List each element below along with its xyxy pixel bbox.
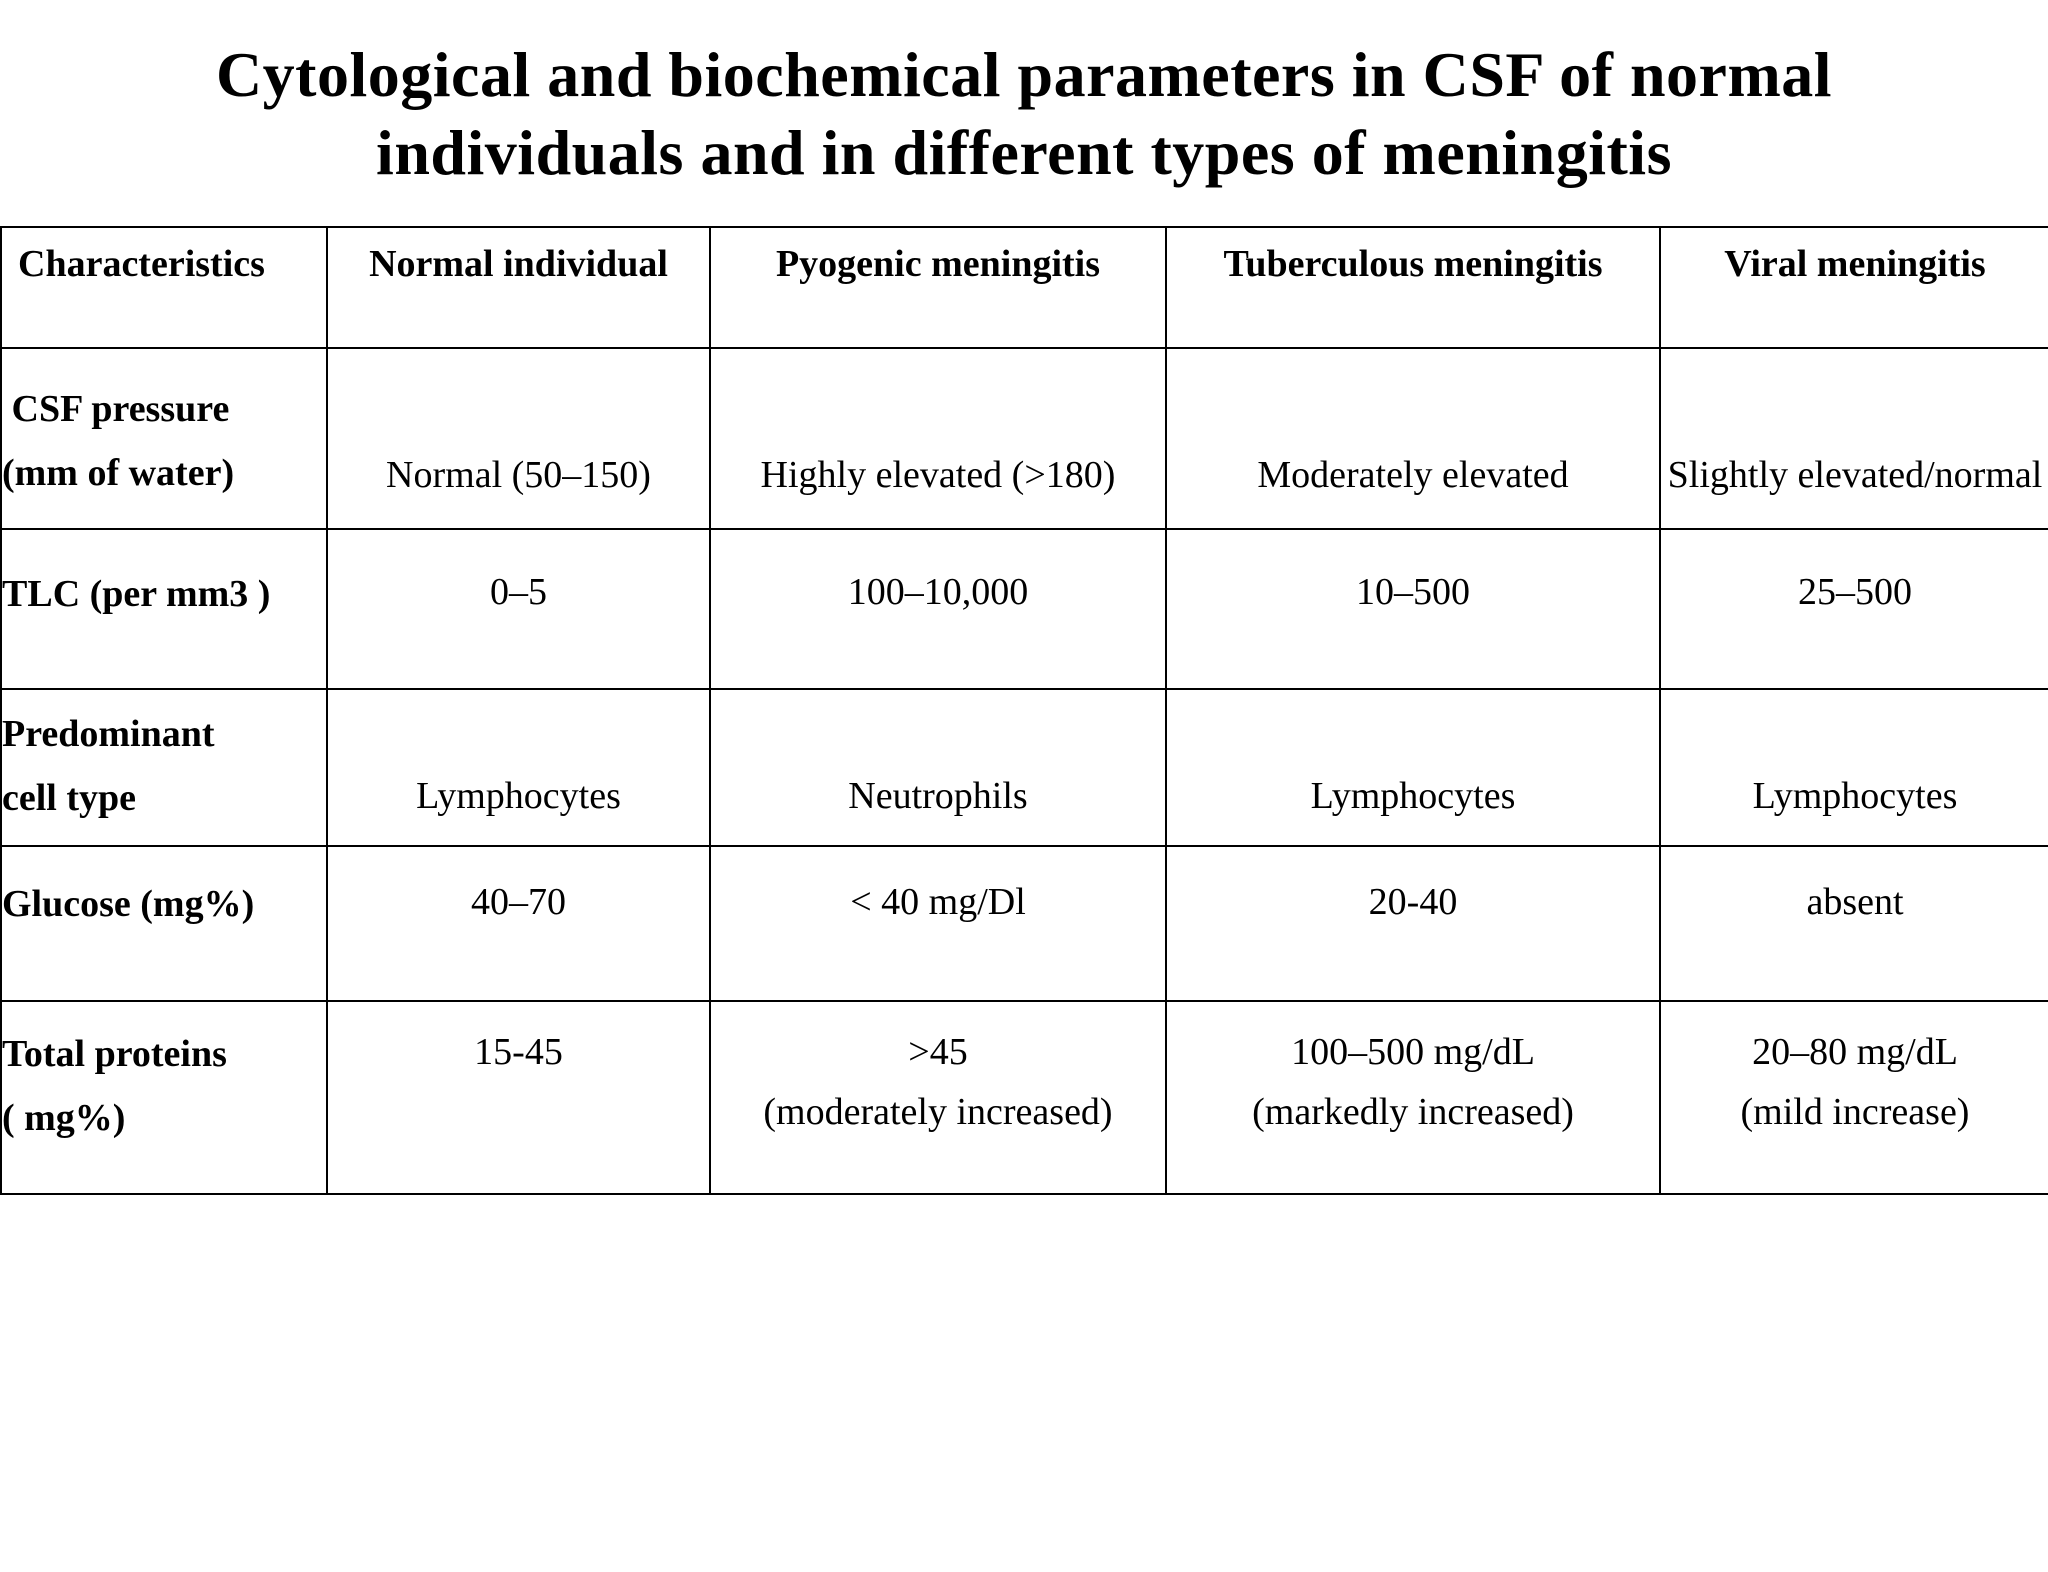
cell-cell-type-pyogenic: Neutrophils [709,688,1167,847]
row-label-total-proteins: Total proteins ( mg%) [0,1000,328,1195]
cell-csf-pressure-normal: Normal (50–150) [326,347,711,530]
cell-tlc-normal: 0–5 [326,528,711,690]
cell-glucose-pyogenic: < 40 mg/Dl [709,845,1167,1002]
cell-proteins-tuberculous: 100–500 mg/dL (markedly increased) [1165,1000,1661,1195]
table-row-total-proteins: Total proteins ( mg%) 15-45 >45 (moderat… [0,1000,2048,1195]
table-row-csf-pressure: CSF pressure (mm of water) Normal (50–15… [0,347,2048,530]
cell-tlc-pyogenic: 100–10,000 [709,528,1167,690]
row-label-csf-pressure: CSF pressure (mm of water) [0,347,328,530]
csf-parameters-table: Characteristics Normal individual Pyogen… [0,226,2048,1195]
table-row-predominant-cell-type: Predominant cell type Lymphocytes Neutro… [0,688,2048,847]
row-label-tlc: TLC (per mm3 ) [0,528,328,690]
title-line-2: individuals and in different types of me… [376,117,1672,188]
slide: Cytological and biochemical parameters i… [0,36,2048,1195]
column-header-tuberculous-meningitis: Tuberculous meningitis [1165,226,1661,349]
cell-cell-type-viral: Lymphocytes [1659,688,2048,847]
row-label-predominant-cell-type: Predominant cell type [0,688,328,847]
cell-glucose-normal: 40–70 [326,845,711,1002]
cell-proteins-viral: 20–80 mg/dL (mild increase) [1659,1000,2048,1195]
header-row: Characteristics Normal individual Pyogen… [0,226,2048,349]
column-header-characteristics: Characteristics [0,226,328,349]
cell-cell-type-normal: Lymphocytes [326,688,711,847]
table-row-glucose: Glucose (mg%) 40–70 < 40 mg/Dl 20-40 abs… [0,845,2048,1002]
cell-glucose-tuberculous: 20-40 [1165,845,1661,1002]
cell-cell-type-tuberculous: Lymphocytes [1165,688,1661,847]
column-header-normal-individual: Normal individual [326,226,711,349]
cell-csf-pressure-pyogenic: Highly elevated (>180) [709,347,1167,530]
cell-csf-pressure-viral: Slightly elevated/normal [1659,347,2048,530]
column-header-viral-meningitis: Viral meningitis [1659,226,2048,349]
row-label-glucose: Glucose (mg%) [0,845,328,1002]
cell-proteins-pyogenic: >45 (moderately increased) [709,1000,1167,1195]
cell-csf-pressure-tuberculous: Moderately elevated [1165,347,1661,530]
title-line-1: Cytological and biochemical parameters i… [215,39,1833,110]
column-header-pyogenic-meningitis: Pyogenic meningitis [709,226,1167,349]
page-title: Cytological and biochemical parameters i… [0,36,2048,192]
cell-proteins-normal: 15-45 [326,1000,711,1195]
table-row-tlc: TLC (per mm3 ) 0–5 100–10,000 10–500 25–… [0,528,2048,690]
cell-tlc-viral: 25–500 [1659,528,2048,690]
cell-tlc-tuberculous: 10–500 [1165,528,1661,690]
cell-glucose-viral: absent [1659,845,2048,1002]
